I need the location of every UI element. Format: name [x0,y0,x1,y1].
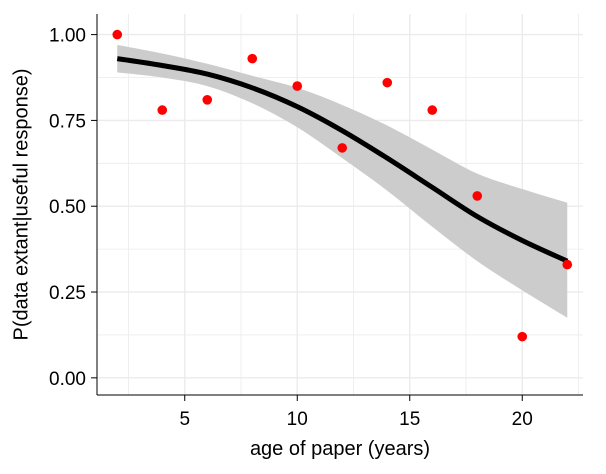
y-axis-title: P(data extant|useful response) [10,68,32,340]
confidence-ribbon-group [117,44,568,318]
fit-line [116,56,569,264]
confidence-ribbon [117,44,568,318]
data-point [157,105,168,115]
data-points [112,29,573,342]
axes [91,14,583,401]
y-tick-label: 0.75 [49,111,86,132]
data-point [382,77,393,88]
data-point [517,331,528,342]
x-tick-label: 10 [287,409,308,430]
x-tick-label: 20 [512,409,533,430]
y-tick-label: 1.00 [49,26,86,47]
y-tick-label: 0.00 [49,369,86,390]
data-point [292,81,303,91]
data-point [562,259,573,270]
x-tick-label: 15 [399,409,420,430]
data-point [202,95,213,105]
data-point [247,53,258,64]
x-tick-label: 5 [179,409,190,430]
data-point [112,29,123,40]
y-tick-label: 0.50 [49,197,86,218]
data-point [472,191,483,201]
data-point [427,105,438,115]
fit-line-group [116,56,569,264]
tick-labels: 5 10 15 20 0.00 0.25 0.50 0.75 1.00 [49,26,533,430]
x-axis-title: age of paper (years) [250,438,430,460]
data-point [337,143,348,153]
y-tick-label: 0.25 [49,283,86,304]
